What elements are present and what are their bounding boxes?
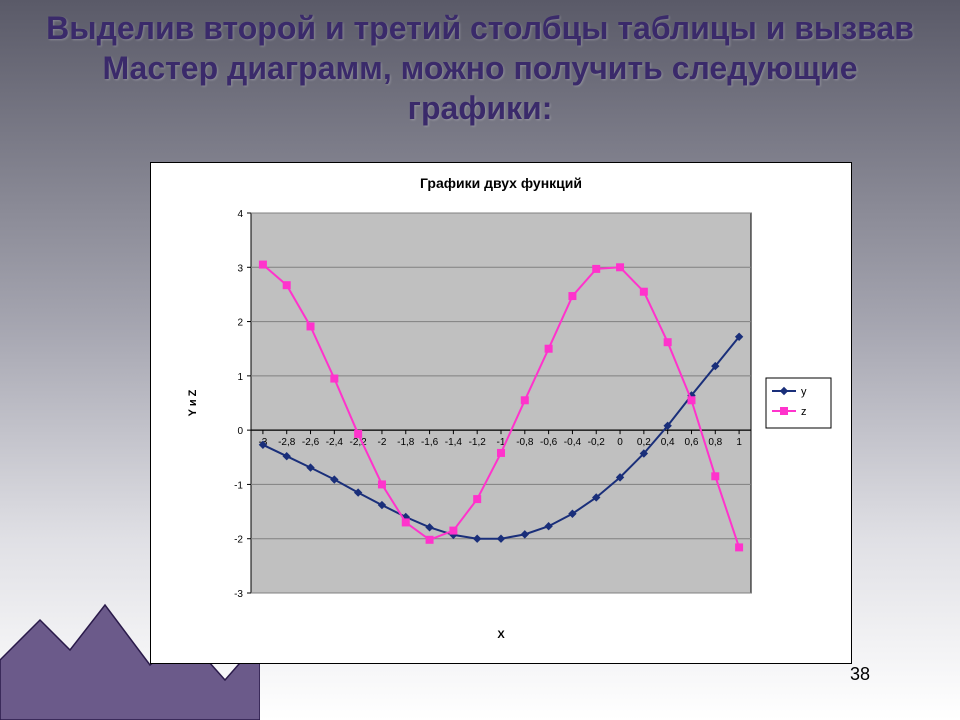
svg-text:0: 0 — [617, 437, 623, 448]
svg-text:4: 4 — [237, 209, 243, 220]
svg-text:-0,2: -0,2 — [588, 437, 606, 448]
svg-text:-3: -3 — [234, 589, 243, 600]
svg-text:-2,6: -2,6 — [302, 437, 320, 448]
svg-text:2: 2 — [237, 318, 243, 329]
slide-heading: Выделив второй и третий столбцы таблицы … — [0, 8, 960, 128]
slide: Выделив второй и третий столбцы таблицы … — [0, 0, 960, 720]
chart-container: Графики двух функций-3-2-101234-3-2,8-2,… — [150, 162, 852, 664]
svg-text:-1,4: -1,4 — [445, 437, 463, 448]
svg-text:-0,8: -0,8 — [516, 437, 534, 448]
svg-text:X: X — [497, 629, 505, 641]
svg-text:0,6: 0,6 — [685, 437, 699, 448]
svg-text:-1: -1 — [234, 480, 243, 491]
svg-text:-0,6: -0,6 — [540, 437, 558, 448]
svg-text:-1,8: -1,8 — [397, 437, 415, 448]
svg-text:1: 1 — [736, 437, 742, 448]
page-number: 38 — [850, 664, 870, 685]
svg-text:-1,6: -1,6 — [421, 437, 439, 448]
svg-text:-2: -2 — [234, 535, 243, 546]
svg-text:-0,4: -0,4 — [564, 437, 582, 448]
svg-text:Y и Z: Y и Z — [187, 389, 199, 416]
svg-text:0,8: 0,8 — [708, 437, 722, 448]
svg-text:-2,8: -2,8 — [278, 437, 296, 448]
svg-text:y: y — [801, 386, 807, 398]
svg-text:0: 0 — [237, 426, 243, 437]
chart: Графики двух функций-3-2-101234-3-2,8-2,… — [151, 163, 851, 663]
svg-text:Графики двух функций: Графики двух функций — [420, 175, 582, 191]
svg-text:-1,2: -1,2 — [469, 437, 487, 448]
svg-text:3: 3 — [237, 263, 243, 274]
svg-text:z: z — [801, 406, 807, 418]
svg-text:-2: -2 — [377, 437, 386, 448]
svg-text:0,4: 0,4 — [661, 437, 675, 448]
svg-text:-2,4: -2,4 — [326, 437, 344, 448]
svg-text:1: 1 — [237, 372, 243, 383]
